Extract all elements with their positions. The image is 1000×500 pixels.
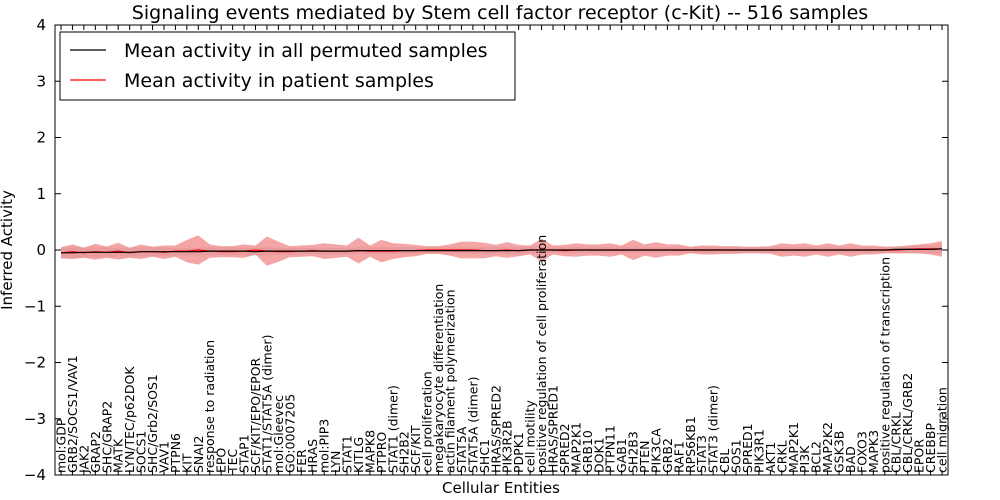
x-tick-label: MAP2K2 <box>820 422 835 473</box>
x-tick-label: cell motility <box>523 399 538 473</box>
x-tick-label: CBL <box>717 449 732 473</box>
x-tick-label: SOS1 <box>729 439 744 473</box>
x-tick-label: AKT1 <box>763 442 778 473</box>
x-tick-label: cell proliferation <box>420 371 435 473</box>
y-tick-label: 0 <box>36 241 46 259</box>
x-tick-label: JAK2 <box>76 445 91 474</box>
x-tick-label: response to radiation <box>202 340 217 473</box>
x-tick-label: CBL/CRKL/GRB2 <box>900 373 915 473</box>
y-axis: −4 −3 −2 −1 0 1 2 3 4 <box>24 16 948 484</box>
x-tick-label: GO:0007205 <box>282 394 297 473</box>
x-tick-label: GRB10 <box>580 430 595 473</box>
x-tick-label: LYN <box>328 451 343 473</box>
x-tick-label: STAT5A <box>454 426 469 473</box>
x-tick-label: EPOR <box>912 439 927 473</box>
x-axis-label: Cellular Entities <box>442 479 560 497</box>
y-axis-label: Inferred Activity <box>0 190 16 310</box>
x-tick-label: GRAP2 <box>88 431 103 473</box>
x-tick-label: VAV1 <box>157 441 172 473</box>
legend-box <box>59 31 516 101</box>
x-tick-label: STAT5A (dimer) <box>465 377 480 473</box>
x-tick-label: RPS6KB1 <box>683 416 698 473</box>
x-tick-label: BCL2 <box>809 441 824 473</box>
y-tick-label: −1 <box>24 297 46 315</box>
y-tick-label: 4 <box>36 16 46 34</box>
x-tick-label: KIT <box>179 453 194 473</box>
x-tick-label: PIK3CA <box>649 428 664 473</box>
line-series-0 <box>61 248 943 254</box>
y-tick-label: −2 <box>24 354 46 372</box>
x-tick-label: SH2B3 <box>626 431 641 473</box>
x-tick-label: FER <box>294 449 309 473</box>
x-tick-label: mol:PIP3 <box>317 419 332 473</box>
x-tick-label: MAP2K1 <box>568 422 583 473</box>
x-tick-label: DOK1 <box>591 437 606 473</box>
y-tick-label: 3 <box>36 72 46 90</box>
x-tick-label: SHC/Grb2/SOS1 <box>145 374 160 473</box>
x-tick-label: HRAS/SPRED1 <box>546 385 561 473</box>
x-tick-label: megakaryocyte differentiation <box>431 284 446 473</box>
x-tick-label: PIK3R1 <box>751 429 766 473</box>
x-tick-label: PDPK1 <box>511 432 526 473</box>
legend: Mean activity in all permuted samples Me… <box>59 31 516 101</box>
legend-label-permuted: Mean activity in all permuted samples <box>124 40 487 62</box>
x-tick-label: SPRED1 <box>740 423 755 473</box>
x-tick-label: PTPN6 <box>168 433 183 473</box>
x-tick-label: SNAI2 <box>191 436 206 473</box>
x-tick-label: SPRED2 <box>557 423 572 473</box>
x-tick-label: SH2B2 <box>397 431 412 473</box>
x-tick-label: STAT1/STAT5A (dimer) <box>259 335 274 473</box>
x-tick-label: GRB2 <box>660 438 675 473</box>
chart-title: Signaling events mediated by Stem cell f… <box>132 2 868 24</box>
x-tick-label: GAB1 <box>614 438 629 473</box>
legend-label-patient: Mean activity in patient samples <box>124 70 434 92</box>
x-tick-label: cell migration <box>935 387 950 473</box>
x-tick-label: HRAS <box>305 439 320 473</box>
x-tick-label: CBL/CRKL <box>889 412 904 473</box>
x-tick-label: TEC <box>225 448 240 474</box>
x-tick-label: STAT1 <box>340 435 355 473</box>
x-tick-label: STAT3 <box>694 435 709 473</box>
x-tick-label: mol:Gleevec <box>271 395 286 473</box>
x-tick-label: GRB2/SOCS1/VAV1 <box>65 355 80 473</box>
x-tick-label: MAPK8 <box>362 430 377 473</box>
x-tick-label: BAD <box>843 446 858 473</box>
y-tick-label: 2 <box>36 129 46 147</box>
x-tick-label: RAF1 <box>671 441 686 473</box>
x-tick-label: MAP2K1 <box>786 422 801 473</box>
y-tick-label: 1 <box>36 185 46 203</box>
x-tick-label: MAPK3 <box>866 430 881 473</box>
x-tick-label: PTEN <box>637 441 652 473</box>
x-tick-label: actin filament polymerization <box>443 289 458 473</box>
x-tick-label: positive regulation of transcription <box>877 257 892 473</box>
x-tick-label: FOXO3 <box>854 431 869 473</box>
x-tick-label: mol:GDP <box>54 418 69 473</box>
x-tick-label: CRKL <box>774 440 789 473</box>
x-tick-label: STAT1 (dimer) <box>385 385 400 473</box>
x-tick-label: SCF/KIT/EPO/EPOR <box>248 357 263 473</box>
x-tick-label: KITLG <box>351 437 366 473</box>
x-axis: mol:GDPGRB2/SOCS1/VAV1JAK2GRAP2SHC/GRAP2… <box>54 25 950 475</box>
x-tick-label: STAT3 (dimer) <box>706 385 721 473</box>
x-tick-label: SHC/GRAP2 <box>99 401 114 473</box>
x-tick-label: LYN/TEC/p62DOK <box>122 366 137 473</box>
mean-lines <box>60 248 943 254</box>
x-tick-label: PI3K <box>797 445 812 473</box>
x-tick-label: SCF/KIT <box>408 425 423 473</box>
x-tick-label: EPO <box>214 448 229 473</box>
x-tick-label: PTPRO <box>374 432 389 473</box>
x-tick-label: PIK3R2B <box>500 420 515 473</box>
x-tick-label: MATK <box>111 438 126 473</box>
x-tick-label: positive regulation of cell proliferatio… <box>534 235 549 473</box>
x-tick-label: CREBBP <box>923 423 938 473</box>
x-tick-label: SOCS1 <box>134 431 149 473</box>
x-tick-label: STAP1 <box>237 434 252 473</box>
x-tick-label: GSK3B <box>832 431 847 473</box>
x-tick-label: PTPN11 <box>603 425 618 473</box>
x-tick-label: SHC1 <box>477 439 492 473</box>
x-tick-label: HRAS/SPRED2 <box>488 385 503 473</box>
y-tick-label: −4 <box>24 466 46 484</box>
y-tick-label: −3 <box>24 410 46 428</box>
